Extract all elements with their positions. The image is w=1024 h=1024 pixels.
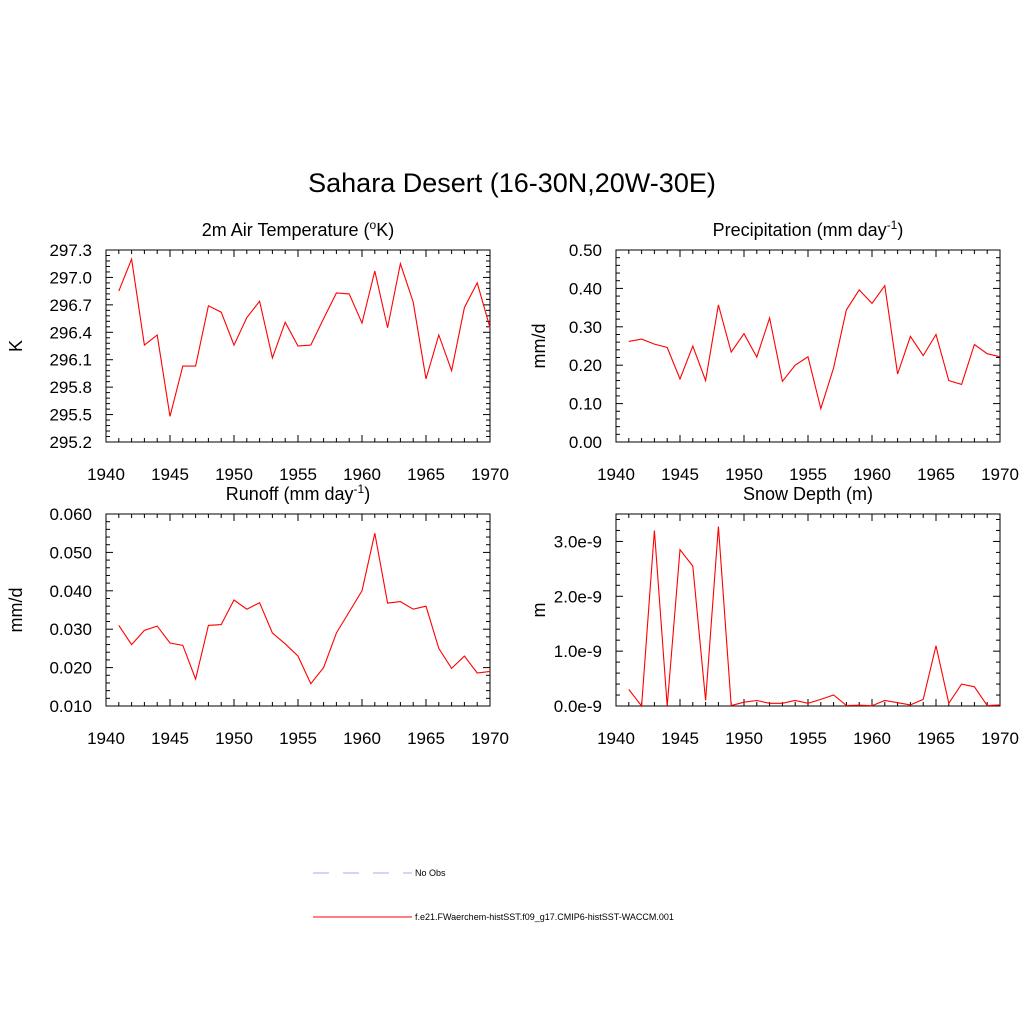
y-tick-label: 0.40: [569, 279, 602, 298]
y-axis-label: m: [529, 603, 549, 618]
y-tick-label: 0.20: [569, 356, 602, 375]
x-tick-label: 1940: [87, 729, 125, 748]
x-tick-label: 1960: [343, 465, 381, 484]
y-tick-label: 0.50: [569, 241, 602, 260]
figure-title: Sahara Desert (16-30N,20W-30E): [308, 168, 716, 198]
x-tick-label: 1950: [725, 465, 763, 484]
panel-title: Snow Depth (m): [743, 484, 873, 504]
x-tick-label: 1940: [597, 729, 635, 748]
plot-frame: [105, 513, 491, 707]
y-tick-label: 297.0: [49, 268, 92, 287]
y-tick-label: 0.0e-9: [554, 697, 602, 716]
x-tick-label: 1945: [151, 465, 189, 484]
x-tick-label: 1950: [215, 465, 253, 484]
y-tick-label: 0.30: [569, 318, 602, 337]
y-tick-label: 3.0e-9: [554, 532, 602, 551]
x-tick-label: 1965: [407, 465, 445, 484]
panel-title: Precipitation (mm day-1): [713, 218, 904, 240]
x-tick-label: 1965: [917, 729, 955, 748]
x-tick-label: 1970: [981, 729, 1019, 748]
series-line: [628, 526, 1001, 708]
y-tick-label: 297.3: [49, 241, 92, 260]
plot-frame: [615, 513, 1001, 707]
x-tick-label: 1945: [661, 465, 699, 484]
x-tick-label: 1955: [789, 729, 827, 748]
legend: No Obs f.e21.FWaerchem-histSST.f09_g17.CM…: [313, 868, 674, 922]
y-tick-label: 296.7: [49, 296, 92, 315]
y-tick-label: 0.040: [49, 582, 92, 601]
x-tick-label: 1950: [725, 729, 763, 748]
x-tick-label: 1940: [597, 465, 635, 484]
x-tick-label: 1960: [853, 465, 891, 484]
panel-1: 1940 1945 1950 1955 1960 1965 1970 295.2 295.5 29…: [6, 218, 509, 484]
y-tick-label: 0.060: [49, 505, 92, 524]
plot-frame: [615, 249, 1001, 443]
x-tick-label: 1960: [853, 729, 891, 748]
panel-title: 2m Air Temperature (oK): [202, 218, 394, 240]
y-axis-label: mm/d: [6, 588, 26, 633]
x-tick-label: 1945: [661, 729, 699, 748]
y-tick-label: 296.1: [49, 351, 92, 370]
y-tick-label: 0.020: [49, 659, 92, 678]
y-tick-label: 295.8: [49, 378, 92, 397]
x-tick-label: 1970: [471, 729, 509, 748]
x-tick-label: 1965: [917, 465, 955, 484]
y-tick-label: 0.010: [49, 697, 92, 716]
y-tick-label: 0.050: [49, 543, 92, 562]
x-tick-label: 1960: [343, 729, 381, 748]
y-tick-label: 295.5: [49, 406, 92, 425]
x-tick-label: 1970: [981, 465, 1019, 484]
x-tick-label: 1945: [151, 729, 189, 748]
x-tick-label: 1950: [215, 729, 253, 748]
y-tick-label: 295.2: [49, 433, 92, 452]
x-tick-label: 1955: [279, 465, 317, 484]
y-tick-label: 0.030: [49, 620, 92, 639]
x-tick-label: 1940: [87, 465, 125, 484]
x-tick-label: 1970: [471, 465, 509, 484]
y-tick-label: 0.00: [569, 433, 602, 452]
y-tick-label: 2.0e-9: [554, 587, 602, 606]
panel-2: 1940 1945 1950 1955 1960 1965 1970 0.00 0.10 0.20…: [529, 218, 1019, 484]
legend-label: No Obs: [415, 868, 446, 878]
x-tick-label: 1965: [407, 729, 445, 748]
panel-4: 1940 1945 1950 1955 1960 1965 1970 0.0e-9 1.0e-9…: [529, 484, 1019, 748]
series-line: [628, 284, 1001, 411]
y-tick-label: 296.4: [49, 323, 92, 342]
series-line: [118, 257, 491, 417]
panel-title: Runoff (mm day-1): [226, 482, 370, 504]
series-line: [118, 533, 491, 685]
y-axis-label: mm/d: [529, 324, 549, 369]
x-tick-label: 1955: [789, 465, 827, 484]
y-tick-label: 1.0e-9: [554, 642, 602, 661]
y-axis-label: K: [6, 340, 26, 352]
chart-panels: 1940 1945 1950 1955 1960 1965 1970 295.2 295.5 29…: [6, 218, 1019, 748]
panel-3: 1940 1945 1950 1955 1960 1965 1970 0.010 0.020 0.…: [6, 482, 509, 748]
y-tick-label: 0.10: [569, 395, 602, 414]
x-tick-label: 1955: [279, 729, 317, 748]
legend-label: f.e21.FWaerchem-histSST.f09_g17.CMIP6-hi…: [415, 912, 674, 922]
